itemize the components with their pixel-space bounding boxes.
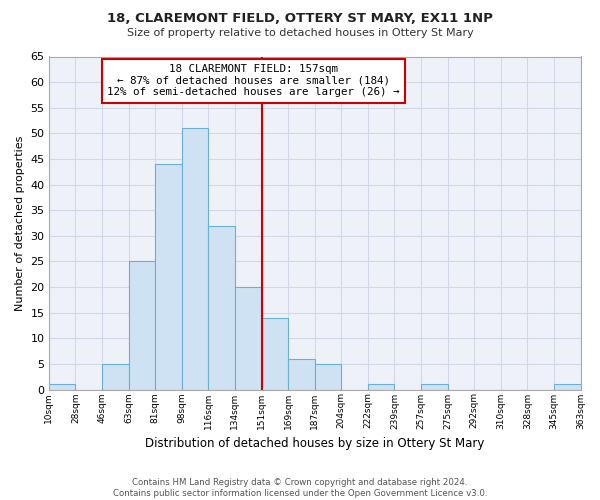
Bar — [155, 164, 182, 390]
Bar — [262, 318, 288, 390]
Text: Size of property relative to detached houses in Ottery St Mary: Size of property relative to detached ho… — [127, 28, 473, 38]
Bar — [288, 359, 314, 390]
Bar — [49, 384, 76, 390]
Text: 18 CLAREMONT FIELD: 157sqm
← 87% of detached houses are smaller (184)
12% of sem: 18 CLAREMONT FIELD: 157sqm ← 87% of deta… — [107, 64, 400, 98]
Bar — [368, 384, 394, 390]
Bar — [235, 287, 262, 390]
Bar — [554, 384, 581, 390]
Text: Contains HM Land Registry data © Crown copyright and database right 2024.
Contai: Contains HM Land Registry data © Crown c… — [113, 478, 487, 498]
Y-axis label: Number of detached properties: Number of detached properties — [15, 136, 25, 310]
X-axis label: Distribution of detached houses by size in Ottery St Mary: Distribution of detached houses by size … — [145, 437, 484, 450]
Bar — [182, 128, 208, 390]
Bar — [128, 262, 155, 390]
Bar — [314, 364, 341, 390]
Bar — [102, 364, 128, 390]
Bar — [421, 384, 448, 390]
Text: 18, CLAREMONT FIELD, OTTERY ST MARY, EX11 1NP: 18, CLAREMONT FIELD, OTTERY ST MARY, EX1… — [107, 12, 493, 26]
Bar — [208, 226, 235, 390]
